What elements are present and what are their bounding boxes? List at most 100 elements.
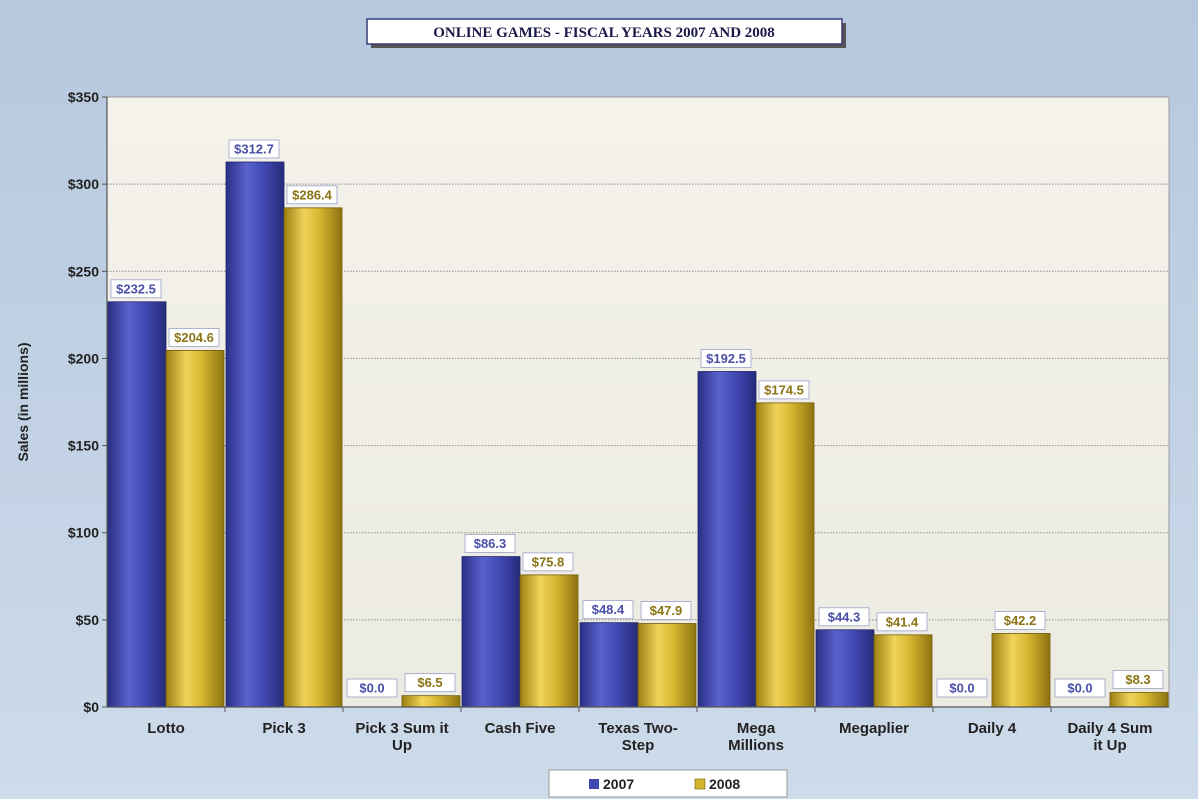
data-label-box xyxy=(582,600,634,620)
x-tick-label: Daily 4 Sum it Up xyxy=(1067,720,1152,754)
data-label-box xyxy=(700,349,752,368)
data-label-2008: $286.4 xyxy=(286,185,338,205)
data-label-text: $174.5 xyxy=(764,382,804,397)
data-label-2008: $8.3 xyxy=(1112,670,1164,689)
bar-2007 xyxy=(815,629,875,708)
data-label-2008: $75.8 xyxy=(522,552,574,572)
data-label-text: $41.4 xyxy=(886,614,919,629)
bar-2008 xyxy=(991,633,1051,708)
x-tick-label: Mega Millions xyxy=(728,720,784,754)
data-label-text: $6.5 xyxy=(417,675,442,690)
bar-2008 xyxy=(1109,692,1169,708)
data-label-text: $0.0 xyxy=(1067,681,1092,696)
data-label-text: $312.7 xyxy=(234,142,274,157)
x-tick-label: Lotto xyxy=(147,720,184,737)
data-label-2008: $47.9 xyxy=(640,601,692,620)
data-label-text: $75.8 xyxy=(532,554,565,569)
bar-2007 xyxy=(697,371,757,708)
data-label-2007: $232.5 xyxy=(110,279,162,299)
bar-2008 xyxy=(519,574,579,708)
y-axis-label: Sales (in millions) xyxy=(15,342,31,461)
bar-2008 xyxy=(873,634,933,708)
y-tick-label: $350 xyxy=(68,89,99,105)
data-label-box xyxy=(936,678,988,698)
data-label-box xyxy=(1054,678,1106,698)
data-label-text: $47.9 xyxy=(650,603,683,618)
data-label-2007: $0.0 xyxy=(1054,678,1106,698)
data-label-2008: $41.4 xyxy=(876,612,928,632)
data-label-text: $0.0 xyxy=(359,681,384,696)
data-label-2007: $0.0 xyxy=(936,678,988,698)
bar-2007 xyxy=(107,301,167,708)
legend: 2007 2008 xyxy=(548,769,788,798)
bar-2008 xyxy=(165,350,225,708)
bar-2008 xyxy=(755,402,815,708)
data-label-box xyxy=(110,279,162,299)
data-label-2007: $0.0 xyxy=(346,678,398,698)
bar-2007 xyxy=(225,161,285,708)
y-tick-label: $300 xyxy=(68,176,99,192)
data-label-2007: $192.5 xyxy=(700,349,752,368)
data-label-box xyxy=(464,534,516,553)
x-tick-label: Pick 3 Sum it Up xyxy=(355,720,448,754)
y-tick-label: $50 xyxy=(76,612,100,628)
y-tick-label: $0 xyxy=(83,699,99,715)
x-tick-label: Cash Five xyxy=(485,720,556,737)
data-label-text: $192.5 xyxy=(706,351,746,366)
data-label-box xyxy=(640,601,692,620)
legend-label-2007: 2007 xyxy=(603,776,634,792)
y-tick-label: $250 xyxy=(68,263,99,279)
data-label-box xyxy=(818,607,870,627)
data-label-2007: $44.3 xyxy=(818,607,870,627)
y-tick-label: $100 xyxy=(68,525,99,541)
x-tick-label: Texas Two-Step xyxy=(598,720,677,754)
data-label-2008: $6.5 xyxy=(404,673,456,693)
data-label-box xyxy=(286,185,338,205)
x-tick-label: Daily 4 xyxy=(968,720,1017,737)
data-label-text: $204.6 xyxy=(174,330,214,345)
data-label-box xyxy=(404,673,456,693)
y-tick-label: $150 xyxy=(68,438,99,454)
data-label-2007: $312.7 xyxy=(228,139,280,159)
data-label-2007: $86.3 xyxy=(464,534,516,553)
bar-2007 xyxy=(579,622,639,708)
data-label-text: $0.0 xyxy=(949,681,974,696)
data-label-box xyxy=(522,552,574,572)
data-label-box xyxy=(758,380,810,400)
data-label-text: $42.2 xyxy=(1004,613,1037,628)
x-tick-label: Megaplier xyxy=(839,720,909,737)
data-label-2008: $174.5 xyxy=(758,380,810,400)
bar-2007 xyxy=(461,556,521,708)
legend-swatch-2008 xyxy=(694,778,706,790)
data-label-text: $44.3 xyxy=(828,609,861,624)
bar-2008 xyxy=(401,695,461,708)
x-tick-label: Pick 3 xyxy=(262,720,305,737)
bar-2008 xyxy=(283,207,343,708)
title-box xyxy=(366,18,843,45)
legend-box xyxy=(548,769,788,798)
y-tick-label: $200 xyxy=(68,350,99,366)
data-label-box xyxy=(168,328,220,347)
bar-2008 xyxy=(637,623,697,708)
data-label-box xyxy=(228,139,280,159)
data-label-text: $86.3 xyxy=(474,536,507,551)
data-label-2007: $48.4 xyxy=(582,600,634,620)
legend-label-2008: 2008 xyxy=(709,776,740,792)
y-axis-tick-labels: $0 $50 $100 $150 $200 $250 $300 $350 xyxy=(68,89,107,715)
data-label-text: $48.4 xyxy=(592,602,625,617)
data-label-box xyxy=(876,612,928,632)
chart-title: ONLINE GAMES - FISCAL YEARS 2007 AND 200… xyxy=(366,18,846,48)
data-label-box xyxy=(346,678,398,698)
data-label-2008: $42.2 xyxy=(994,611,1046,630)
bars xyxy=(107,161,1169,708)
chart-title-text: ONLINE GAMES - FISCAL YEARS 2007 AND 200… xyxy=(433,25,775,41)
x-axis-tick-labels: Lotto Pick 3 Pick 3 Sum it Up Cash Five Texas… xyxy=(147,707,1153,754)
data-label-2008: $204.6 xyxy=(168,328,220,347)
data-label-text: $232.5 xyxy=(116,281,156,296)
data-label-text: $286.4 xyxy=(292,187,333,202)
data-label-text: $8.3 xyxy=(1125,672,1150,687)
data-labels: $232.5 $204.6 $312.7 $286.4 $0.0 $6.5 $86.3 $75… xyxy=(110,139,1164,698)
legend-swatch-2007 xyxy=(589,779,599,789)
